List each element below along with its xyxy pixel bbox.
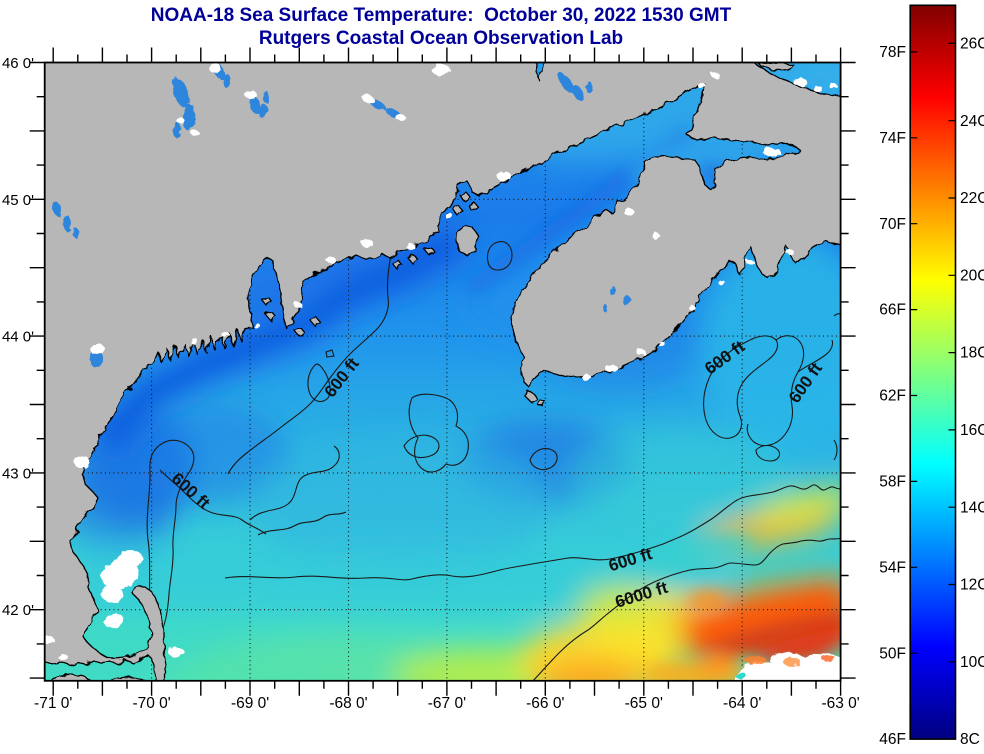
svg-text:70F: 70F <box>879 216 906 233</box>
svg-text:Rutgers Coastal Ocean Observat: Rutgers Coastal Ocean Observation Lab <box>259 28 623 49</box>
svg-text:54F: 54F <box>879 559 906 576</box>
svg-text:46F: 46F <box>879 731 906 748</box>
svg-text:44 0': 44 0' <box>2 329 34 346</box>
svg-text:-66 0': -66 0' <box>526 695 564 712</box>
svg-text:74F: 74F <box>879 130 906 147</box>
svg-text:45 0': 45 0' <box>2 192 34 209</box>
svg-text:-65 0': -65 0' <box>625 695 663 712</box>
svg-text:18C: 18C <box>960 345 984 362</box>
svg-text:-63 0': -63 0' <box>821 695 859 712</box>
svg-text:26C: 26C <box>960 36 984 53</box>
svg-text:50F: 50F <box>879 645 906 662</box>
svg-text:-70 0': -70 0' <box>132 695 170 712</box>
svg-text:8C: 8C <box>960 731 980 748</box>
svg-text:-64 0': -64 0' <box>723 695 761 712</box>
svg-text:24C: 24C <box>960 113 984 130</box>
svg-text:58F: 58F <box>879 474 906 491</box>
svg-text:62F: 62F <box>879 388 906 405</box>
svg-text:-67 0': -67 0' <box>428 695 466 712</box>
svg-text:NOAA-18 Sea Surface Temperatur: NOAA-18 Sea Surface Temperature: October… <box>151 5 732 26</box>
svg-text:42 0': 42 0' <box>2 602 34 619</box>
svg-text:43 0': 43 0' <box>2 465 34 482</box>
svg-text:-69 0': -69 0' <box>231 695 269 712</box>
svg-text:-68 0': -68 0' <box>329 695 367 712</box>
svg-text:-71 0': -71 0' <box>34 695 72 712</box>
svg-text:10C: 10C <box>960 654 984 671</box>
svg-text:66F: 66F <box>879 302 906 319</box>
svg-text:16C: 16C <box>960 422 984 439</box>
svg-text:22C: 22C <box>960 190 984 207</box>
svg-text:78F: 78F <box>879 44 906 61</box>
svg-text:12C: 12C <box>960 577 984 594</box>
svg-text:14C: 14C <box>960 499 984 516</box>
svg-text:20C: 20C <box>960 267 984 284</box>
svg-text:46 0': 46 0' <box>2 55 34 72</box>
